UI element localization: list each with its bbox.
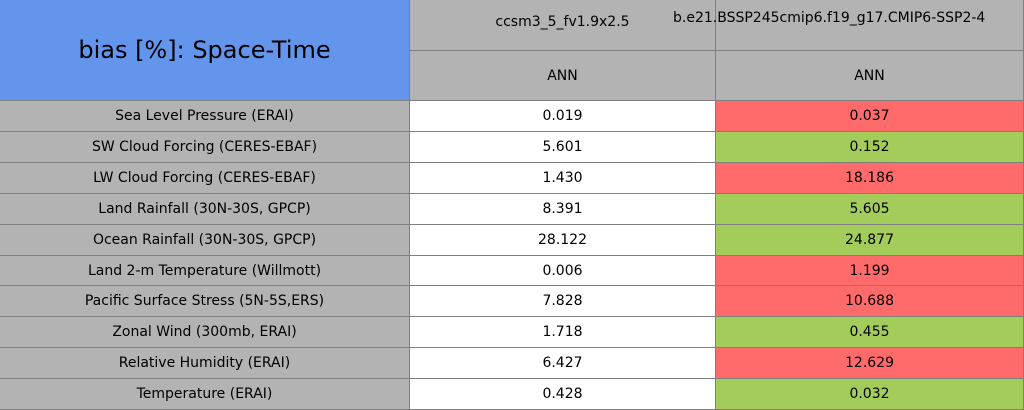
row-label: Ocean Rainfall (30N-30S, GPCP) (0, 225, 410, 256)
column-header: ccsm3_5_fv1.9x2.5 (410, 0, 716, 51)
value-cell: 0.006 (410, 256, 716, 286)
row-label: LW Cloud Forcing (CERES-EBAF) (0, 163, 410, 194)
subcolumn-header: ANN (716, 51, 1024, 101)
column-header-bg (716, 0, 1024, 51)
table-title: bias [%]: Space-Time (0, 0, 410, 101)
row-label: Land 2-m Temperature (Willmott) (0, 256, 410, 286)
value-cell: 6.427 (410, 348, 716, 379)
row-label: Pacific Surface Stress (5N-5S,ERS) (0, 286, 410, 317)
value-cell: 18.186 (716, 163, 1024, 194)
value-cell: 5.605 (716, 194, 1024, 225)
value-cell: 1.430 (410, 163, 716, 194)
value-cell: 10.688 (716, 286, 1024, 317)
row-label: SW Cloud Forcing (CERES-EBAF) (0, 132, 410, 163)
value-cell: 0.019 (410, 101, 716, 132)
value-cell: 1.199 (716, 256, 1024, 286)
value-cell: 0.455 (716, 317, 1024, 348)
value-cell: 8.391 (410, 194, 716, 225)
row-label: Sea Level Pressure (ERAI) (0, 101, 410, 132)
row-label: Temperature (ERAI) (0, 379, 410, 410)
value-cell: 0.152 (716, 132, 1024, 163)
column-header: b.e21.BSSP245cmip6.f19_g17.CMIP6-SSP2-4 (673, 10, 986, 26)
value-cell: 12.629 (716, 348, 1024, 379)
row-label: Relative Humidity (ERAI) (0, 348, 410, 379)
row-label: Land Rainfall (30N-30S, GPCP) (0, 194, 410, 225)
value-cell: 0.032 (716, 379, 1024, 410)
value-cell: 1.718 (410, 317, 716, 348)
value-cell: 28.122 (410, 225, 716, 256)
value-cell: 5.601 (410, 132, 716, 163)
value-cell: 0.428 (410, 379, 716, 410)
subcolumn-header: ANN (410, 51, 716, 101)
value-cell: 0.037 (716, 101, 1024, 132)
value-cell: 24.877 (716, 225, 1024, 256)
row-label: Zonal Wind (300mb, ERAI) (0, 317, 410, 348)
value-cell: 7.828 (410, 286, 716, 317)
